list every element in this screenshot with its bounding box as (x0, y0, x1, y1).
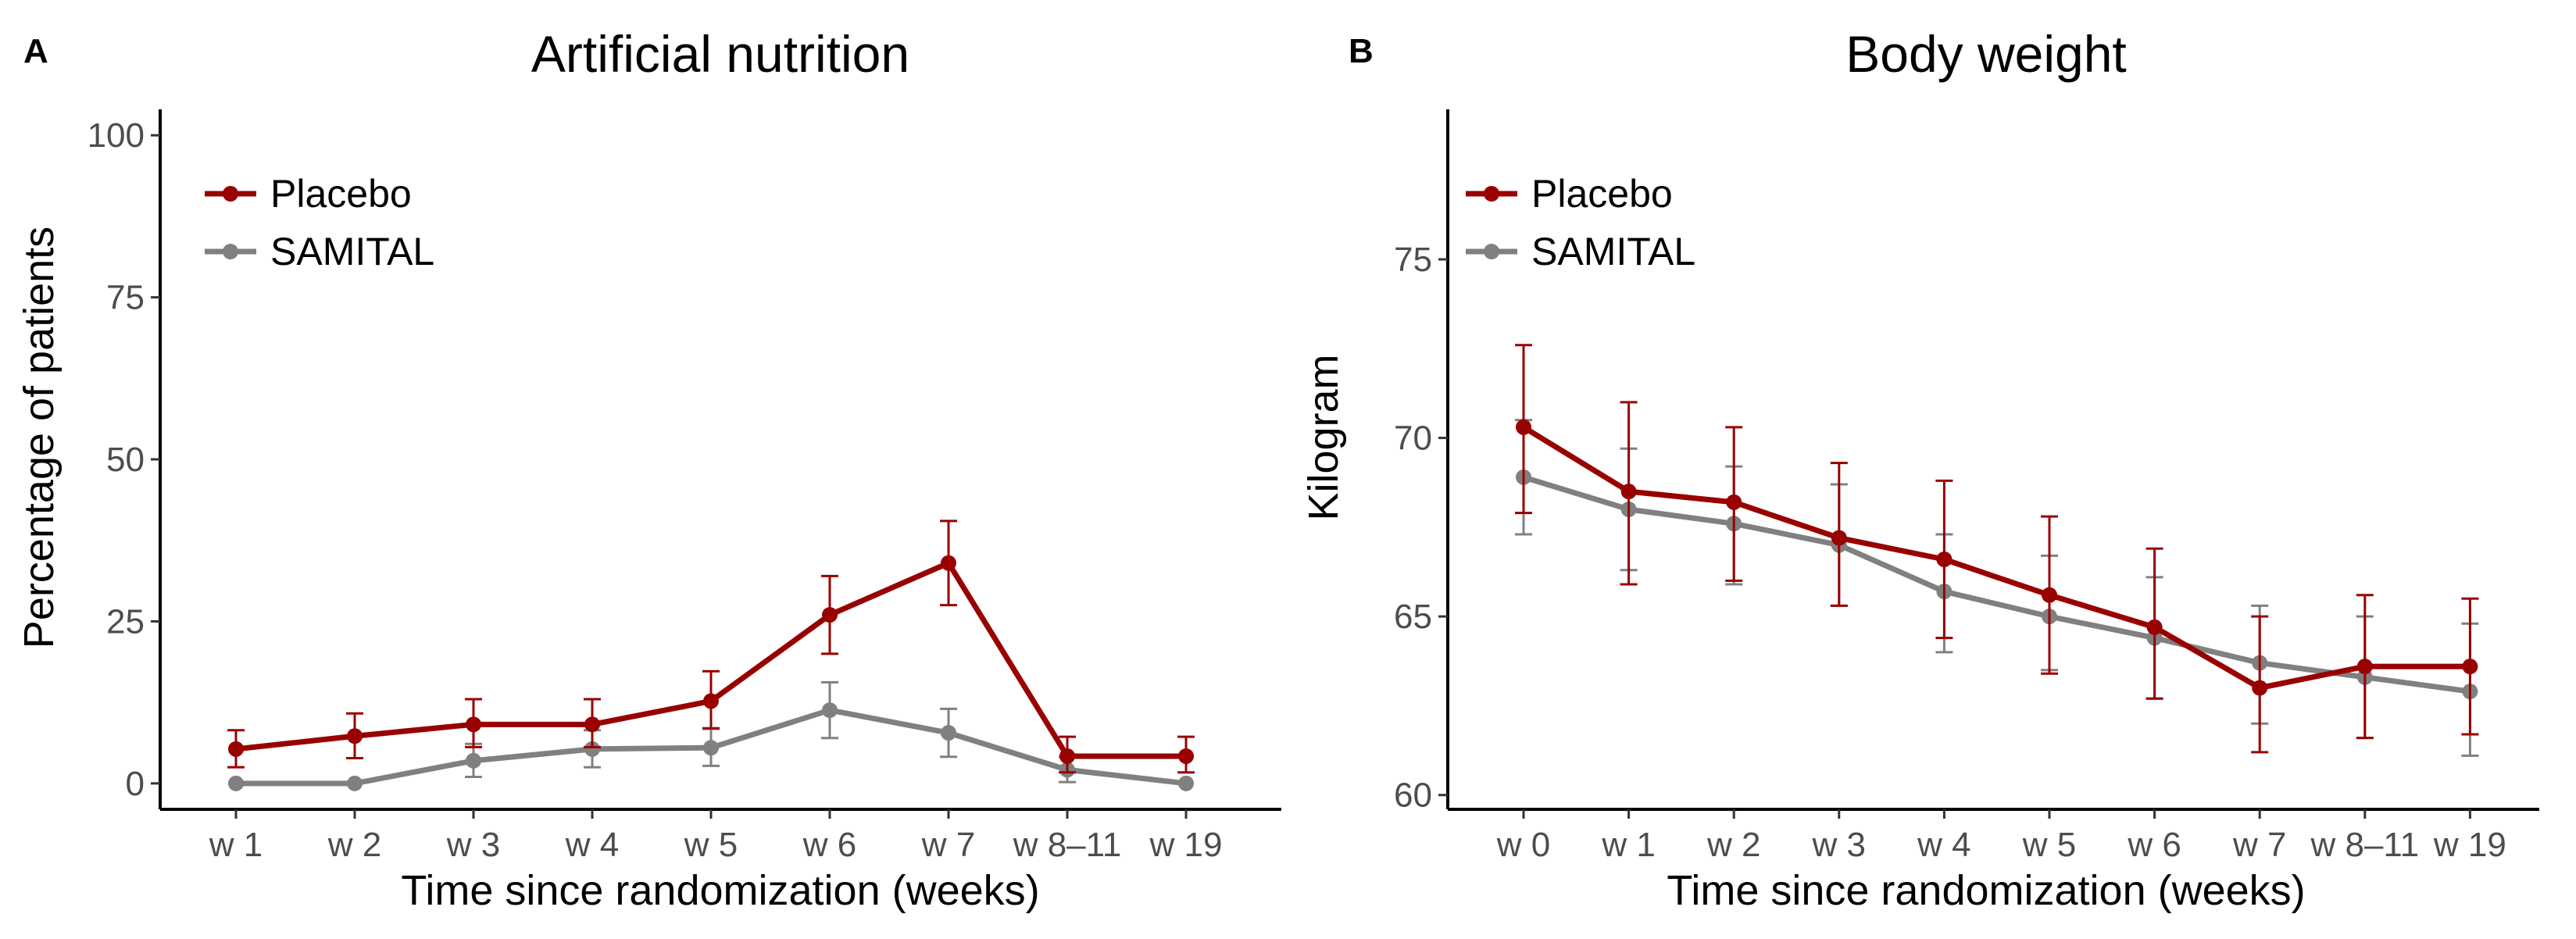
legend-b-placebo-marker (1484, 186, 1499, 202)
x-tick-label: w 5 (2022, 826, 2076, 864)
panel-b-x-axis-label: Time since randomization (weeks) (1667, 867, 2305, 914)
placebo-point (1620, 484, 1637, 500)
y-tick-label: 75 (1394, 241, 1432, 279)
x-tick-label: w 1 (209, 826, 263, 864)
panel-b-series-samital (1515, 419, 2479, 757)
placebo-point (228, 741, 244, 757)
legend-b-samital-marker (1484, 244, 1499, 259)
panel-b-plot (1515, 344, 2479, 757)
x-tick-label: w 1 (1601, 826, 1655, 864)
placebo-point (584, 716, 600, 733)
y-tick-label: 65 (1394, 598, 1432, 636)
samital-point (1178, 775, 1194, 791)
x-tick-label: w 2 (327, 826, 381, 864)
y-tick-label: 70 (1394, 420, 1432, 458)
samital-point (941, 725, 956, 741)
y-tick-label: 0 (126, 765, 145, 803)
x-tick-label: w 8–11 (2310, 826, 2419, 864)
x-tick-label: w 19 (2433, 826, 2506, 864)
y-tick-label: 50 (106, 441, 145, 479)
placebo-point (1178, 748, 1194, 764)
panel-b-title: Body weight (1845, 25, 2127, 83)
samital-point (347, 775, 363, 791)
panel-b-y-axis-label: Kilogram (1300, 354, 1347, 520)
panel-a-legend: Placebo SAMITAL (205, 172, 434, 273)
panel-a-series-placebo (227, 519, 1195, 774)
placebo-point (2462, 659, 2478, 675)
legend-b-samital-label: SAMITAL (1531, 230, 1695, 273)
panel-a-y-axis-label: Percentage of patients (16, 227, 63, 648)
legend-a-samital-label: SAMITAL (270, 230, 434, 273)
y-tick-label: 25 (106, 602, 145, 641)
x-tick-label: w 6 (802, 826, 856, 864)
placebo-point (466, 716, 481, 733)
placebo-point (2146, 619, 2163, 635)
placebo-point (2252, 680, 2268, 696)
x-tick-label: w 3 (446, 826, 500, 864)
samital-point (466, 752, 481, 769)
placebo-line (1522, 424, 2471, 691)
y-tick-label: 60 (1394, 777, 1432, 815)
x-tick-label: w 8–11 (1013, 826, 1122, 864)
legend-a-placebo-marker (223, 186, 238, 202)
placebo-point (822, 607, 838, 623)
panel-b-series-placebo (1515, 344, 2479, 754)
placebo-point (1059, 748, 1075, 764)
placebo-point (1831, 530, 1847, 546)
x-tick-label: w 7 (921, 826, 975, 864)
x-tick-label: w 3 (1812, 826, 1866, 864)
x-tick-label: w 19 (1149, 826, 1223, 864)
x-tick-label: w 4 (565, 826, 619, 864)
x-tick-label: w 5 (684, 826, 738, 864)
panel-a-tag: A (23, 32, 48, 70)
panel-b-tag: B (1349, 32, 1374, 70)
samital-point (703, 740, 719, 756)
y-tick-label: 75 (106, 279, 145, 317)
y-tick-label: 100 (88, 116, 145, 155)
legend-a-samital-marker (223, 244, 238, 259)
x-tick-label: w 7 (2232, 826, 2286, 864)
panel-a-axes: 0 25 50 75 100 w 1 w 2 w 3 w 4 w 5 w 6 w 7 w 8–11 w 1… (88, 109, 1281, 864)
panel-b: B Body weight 60 65 70 75 w 0 w 1 w 2 w 3 w 4 w 5… (1300, 25, 2539, 914)
placebo-point (2356, 659, 2373, 675)
placebo-point (1516, 419, 1531, 435)
panel-a-plot (227, 519, 1195, 791)
samital-point (228, 775, 244, 791)
legend-b-placebo-label: Placebo (1531, 172, 1673, 216)
placebo-point (2042, 587, 2057, 603)
panel-b-axes: 60 65 70 75 w 0 w 1 w 2 w 3 w 4 w 5 w 6 w 7 w 8–11 w … (1394, 109, 2539, 864)
placebo-point (347, 728, 363, 744)
legend-a-placebo-label: Placebo (270, 172, 412, 216)
placebo-point (1936, 552, 1953, 567)
x-tick-label: w 4 (1917, 826, 1970, 864)
samital-point (584, 741, 600, 757)
panel-a: A Artificial nutrition 0 25 50 75 100 w 1 w 2 w… (16, 25, 1281, 914)
panel-a-x-axis-label: Time since randomization (weeks) (401, 867, 1039, 914)
panel-a-title: Artificial nutrition (531, 25, 909, 83)
x-tick-label: w 6 (2127, 826, 2181, 864)
samital-line (1522, 474, 2471, 694)
placebo-point (703, 693, 719, 709)
x-tick-label: w 2 (1706, 826, 1760, 864)
x-tick-label: w 0 (1496, 826, 1550, 864)
placebo-point (941, 555, 956, 571)
placebo-point (1726, 494, 1742, 510)
panel-b-legend: Placebo SAMITAL (1466, 172, 1695, 273)
samital-point (822, 702, 838, 719)
